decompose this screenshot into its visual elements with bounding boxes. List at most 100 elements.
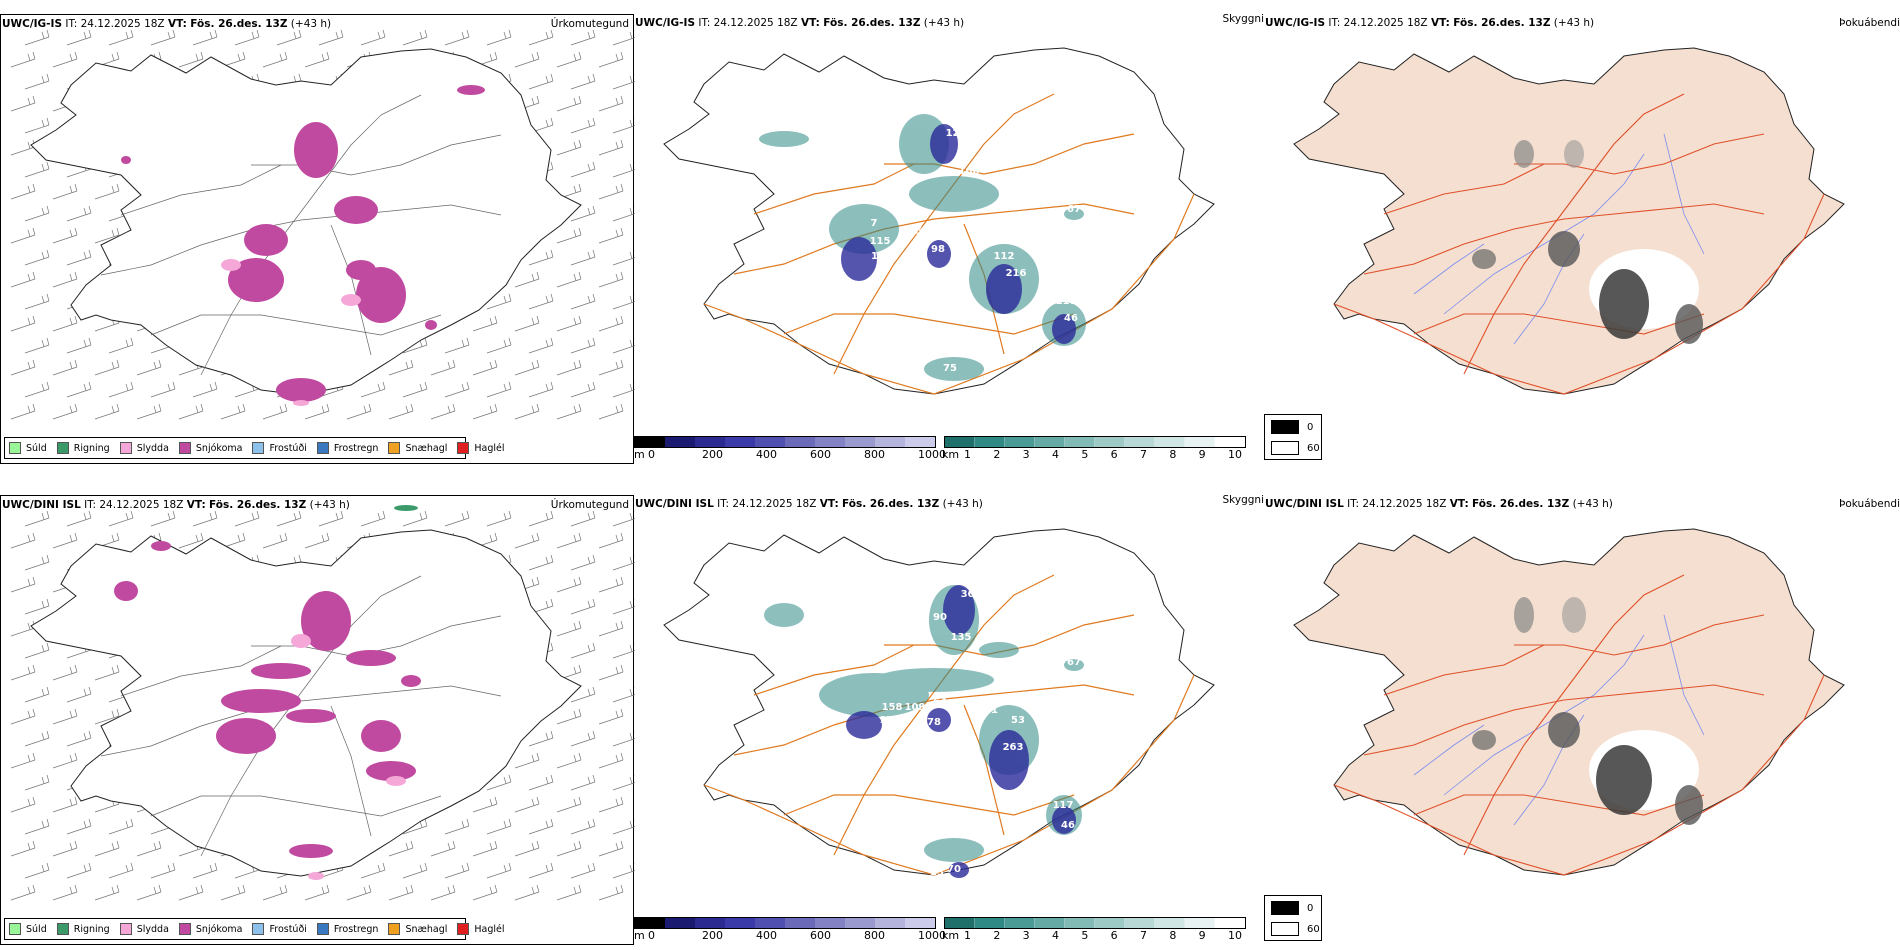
- precip-map-bottom: [10, 505, 635, 901]
- wind-barb: [556, 708, 582, 725]
- legend-swatch: [1271, 441, 1299, 455]
- colorbar-step: [785, 918, 815, 928]
- wind-barb: [108, 818, 134, 835]
- wind-barb: [514, 796, 540, 813]
- precip-legend-item: Súld: [9, 923, 47, 935]
- colorbar-tick: 1000: [918, 929, 946, 942]
- wind-barb: [52, 532, 78, 549]
- precip-legend-top: Súld Rigning Slydda Snjókoma Frostúði Frostre…: [4, 437, 505, 459]
- colorbar-tick: 3: [1022, 929, 1030, 942]
- wind-barb: [486, 29, 512, 46]
- colorbar-step: [1125, 918, 1155, 928]
- wind-barb: [136, 884, 162, 901]
- precip-legend-item: Snjókoma: [178, 442, 242, 454]
- wind-barb: [598, 708, 624, 725]
- visibility-value-label: 18: [871, 251, 885, 262]
- wind-barb: [388, 359, 414, 376]
- wind-barb: [52, 51, 78, 68]
- precip-legend-item: Frostúði: [252, 442, 307, 454]
- wind-barb: [570, 117, 596, 134]
- precip-legend-item: Snæhagl: [388, 442, 447, 454]
- fog-title-bottom: Þokuábendi: [1839, 498, 1900, 510]
- iceland-outline: [30, 48, 582, 396]
- legend-label: Frostúði: [269, 442, 307, 454]
- wind-barb: [598, 884, 624, 901]
- colorbar-unit: m: [634, 929, 645, 942]
- colorbar-tick: 10: [1228, 448, 1242, 461]
- colorbar-step: [975, 437, 1005, 447]
- wind-barb: [570, 337, 596, 354]
- wind-barb: [486, 510, 512, 527]
- visibility-value-label: 98: [931, 244, 945, 255]
- wind-barb: [570, 686, 596, 703]
- legend-label: 0: [1307, 902, 1314, 914]
- colorbar-step: [785, 437, 815, 447]
- cloud-base-gradient: [634, 436, 936, 448]
- fog-legend-item: 60: [1271, 441, 1320, 455]
- wind-barb: [528, 249, 554, 266]
- legend-label: Frostúði: [269, 923, 307, 935]
- legend-swatch: [178, 442, 191, 454]
- colorbar-step: [755, 918, 785, 928]
- legend-swatch: [1271, 420, 1299, 434]
- wind-barb: [94, 884, 120, 901]
- wind-barb: [360, 510, 386, 527]
- wind-barb: [10, 51, 36, 68]
- cloud-panel-bottom: 369 90 135 64 109 158 156 78 81 53 263 117 46 67 70 13 …: [634, 494, 1264, 945]
- wind-barb: [10, 139, 36, 156]
- wind-barb: [94, 403, 120, 420]
- colorbar-step: [755, 437, 785, 447]
- legend-label: Frostregn: [333, 923, 379, 935]
- colorbar-step: [815, 918, 845, 928]
- visibility-value-label: 64: [933, 697, 947, 708]
- colorbar-tick: 9: [1198, 929, 1206, 942]
- wind-barb: [24, 205, 50, 222]
- wind-barb: [598, 227, 624, 244]
- legend-label: 60: [1307, 442, 1320, 454]
- colorbar-tick: 3: [1022, 448, 1030, 461]
- wind-barb: [66, 381, 92, 398]
- precip-title-top: Úrkomutegund: [550, 18, 629, 30]
- legend-swatch: [178, 923, 191, 935]
- colorbar-tick: 9: [1198, 448, 1206, 461]
- colorbar-step: [695, 918, 725, 928]
- wind-barb: [94, 359, 120, 376]
- visibility-labels-top: 116 121 166 105 115 18 7 64 98 93 72 112 216 117 46 75 6…: [870, 114, 1081, 374]
- precip-legend-item: Rigning: [56, 923, 110, 935]
- wind-barb: [556, 532, 582, 549]
- colorbar-tick: 2: [993, 448, 1001, 461]
- visibility-value-label: 64: [933, 224, 947, 235]
- visibility-value-label: 135: [951, 632, 972, 643]
- wind-barb: [24, 862, 50, 879]
- wind-barb: [304, 532, 330, 549]
- fog-map-top: [1293, 47, 1845, 395]
- colorbar-step: [875, 918, 905, 928]
- visibility-value-label: 67: [1067, 657, 1081, 668]
- wind-barb: [612, 250, 635, 266]
- colorbar-tick: 6: [1110, 448, 1118, 461]
- wind-barb: [612, 731, 635, 747]
- legend-swatch: [252, 923, 265, 935]
- legend-label: Haglél: [474, 923, 505, 935]
- colorbar-step: [975, 918, 1005, 928]
- wind-barb: [570, 774, 596, 791]
- wind-barb: [556, 620, 582, 637]
- precip-legend-item: Haglél: [457, 923, 505, 935]
- legend-label: Snæhagl: [405, 923, 448, 935]
- cloud-low-top: [841, 124, 1076, 344]
- wind-barb: [234, 29, 260, 46]
- legend-label: Súld: [26, 923, 47, 935]
- wind-barb: [10, 576, 36, 593]
- wind-barb: [472, 884, 498, 901]
- visibility-value-label: 67: [1067, 204, 1081, 215]
- wind-barb: [444, 818, 470, 835]
- wind-barb: [556, 576, 582, 593]
- wind-barb: [10, 532, 36, 549]
- colorbar-step: [635, 918, 665, 928]
- iceland-outline: [1293, 528, 1845, 876]
- wind-barb: [570, 381, 596, 398]
- precip-header-top: UWC/IG-IS IT: 24.12.2025 18Z VT: Fös. 26…: [2, 18, 332, 30]
- wind-barb: [612, 338, 635, 354]
- wind-barb: [612, 819, 635, 835]
